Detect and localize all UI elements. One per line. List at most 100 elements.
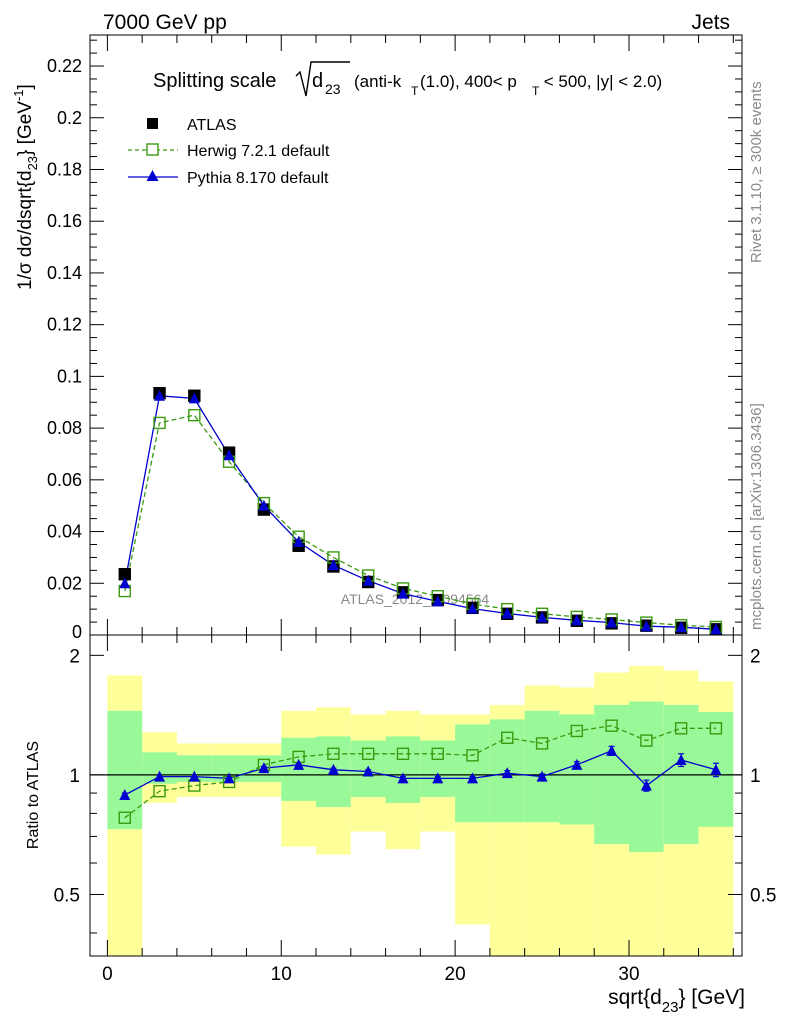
herwig-ratio-point (570, 724, 584, 738)
herwig-ratio-point (501, 731, 514, 744)
pythia-ratio-point (327, 763, 339, 775)
title-rest-2: (1.0), 400< p (420, 72, 517, 91)
pythia-point (223, 449, 235, 461)
ratio-band-inner (420, 740, 456, 797)
ratio-y-tick-label-right: 1 (750, 766, 761, 787)
herwig-ratio-point (327, 747, 340, 761)
pythia-point (501, 607, 513, 619)
x-axis-label: sqrt{d23} [GeV] (608, 986, 745, 1016)
main-ylabel-text: 1/σ dσ/dsqrt{d (15, 170, 36, 290)
ratio-y-tick-label-right: 2 (750, 646, 761, 667)
pythia-point (606, 616, 618, 628)
legend-atlas-label: ATLAS (187, 117, 237, 134)
ratio-y-tick-label: 2 (69, 646, 80, 667)
herwig-ratio-point (605, 719, 618, 732)
pythia-point (293, 535, 305, 547)
pythia-ratio-point (432, 772, 444, 784)
ratio-y-tick-label-right: 0.5 (750, 885, 776, 906)
legend-pythia-marker (146, 170, 159, 181)
title-prefix: Splitting scale (153, 70, 276, 92)
pythia-point (432, 595, 444, 607)
ratio-y-axis-label: Ratio to ATLAS (25, 741, 42, 849)
sqrt-symbol (295, 61, 350, 97)
main-ylabel-end: ] (15, 84, 36, 89)
pythia-point (710, 623, 722, 635)
main-ylabel-sup: -1 (11, 89, 26, 101)
pythia-ratio-point (536, 770, 548, 782)
herwig-ratio-point (431, 747, 444, 761)
ratio-panel-frame (89, 634, 743, 957)
mcplots-label: mcplots.cern.ch [arXiv:1306.3436] (748, 403, 765, 630)
pythia-point (119, 577, 131, 589)
main-ylabel-tail: } [GeV (15, 101, 36, 156)
title-rest-1-sub: T (411, 84, 419, 98)
title-rest-1: (anti-k (354, 72, 402, 91)
ratio-band-inner (524, 710, 560, 823)
herwig-point (188, 408, 201, 422)
main-y-axis-label: 1/σ dσ/dsqrt{d23} [GeV-1] (11, 84, 40, 290)
pythia-ratio-point (467, 772, 479, 784)
x-tick-label: 0 (102, 964, 113, 985)
pythia-ratio-point (606, 744, 618, 756)
herwig-ratio-point (396, 747, 410, 761)
xlabel-text: sqrt{d (608, 986, 662, 1009)
pythia-ratio-point (154, 770, 166, 782)
main-y-tick-label: 0.08 (47, 418, 82, 438)
pythia-ratio-point (258, 762, 270, 774)
herwig-point (153, 416, 166, 430)
pythia-ratio-point (397, 772, 409, 784)
ratio-band-inner (107, 710, 143, 830)
pythia-point (675, 621, 687, 633)
title-rest-2-sub: T (532, 84, 540, 98)
pythia-point (154, 389, 166, 401)
pythia-ratio-point (293, 758, 305, 770)
herwig-ratio-point (466, 749, 479, 762)
pythia-point (327, 559, 339, 571)
rivet-label: Rivet 3.1.10, ≥ 300k events (748, 81, 765, 263)
pythia-ratio-point (188, 770, 200, 782)
pythia-ratio-point (501, 767, 513, 779)
herwig-ratio-point (118, 811, 131, 824)
main-y-tick-label: 0.22 (47, 56, 82, 76)
pythia-point (571, 614, 583, 626)
main-y-tick-label: 0.1 (57, 366, 82, 386)
jets-label: Jets (691, 11, 730, 34)
pythia-point (188, 392, 200, 404)
pythia-ratio-point (571, 758, 583, 770)
pythia-ratio-point (710, 763, 722, 775)
herwig-ratio-point (153, 784, 166, 798)
analysis-watermark: ATLAS_2012_I1094564 (341, 591, 490, 607)
pythia-point (536, 611, 548, 623)
main-y-tick-label: 0.14 (47, 263, 82, 283)
main-y-tick-label: 0.18 (47, 159, 82, 179)
legend-atlas-marker (147, 118, 158, 129)
herwig-ratio-point (361, 747, 375, 761)
x-tick-label: 10 (271, 964, 292, 985)
herwig-ratio-point (640, 734, 653, 747)
xlabel-tail: } [GeV] (678, 986, 745, 1009)
x-tick-label: 30 (618, 964, 639, 985)
pythia-ratio-point (675, 754, 687, 766)
title-rest-3: < 500, |y| < 2.0) (539, 72, 662, 91)
main-y-tick-label: 0.02 (47, 573, 82, 593)
plot-title: Splitting scale d 23 (anti-k T (1.0), 40… (153, 61, 662, 98)
xlabel-sub: 23 (662, 999, 679, 1016)
herwig-ratio-point (535, 737, 549, 750)
legend: ATLAS Herwig 7.2.1 default Pythia 8.170 … (128, 117, 330, 187)
main-y-tick-label: 0.06 (47, 470, 82, 490)
main-y-tick-label: 0.12 (47, 315, 82, 335)
herwig-ratio-point (674, 722, 688, 735)
pythia-point (258, 499, 270, 511)
main-y-tick-label-zero: 0 (72, 622, 82, 642)
legend-herwig-marker (146, 143, 159, 156)
pythia-point (397, 587, 409, 599)
energy-label: 7000 GeV pp (103, 11, 227, 34)
title-root-var: d (312, 70, 323, 92)
legend-herwig-label: Herwig 7.2.1 default (187, 143, 330, 160)
pythia-point (362, 574, 374, 586)
legend-pythia-label: Pythia 8.170 default (187, 170, 329, 187)
main-y-tick-label: 0.04 (47, 522, 82, 542)
x-tick-label: 20 (445, 964, 466, 985)
pythia-ratio-point (362, 765, 374, 777)
